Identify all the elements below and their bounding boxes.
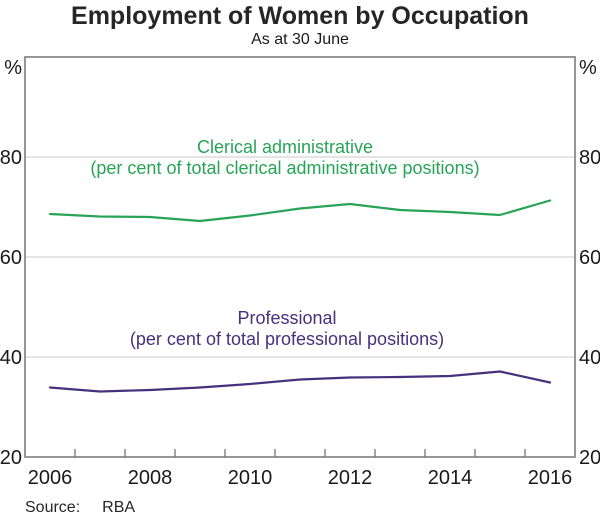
y-axis-label-right-20: 20	[579, 447, 600, 469]
series-label-clerical: Clerical administrative (per cent of tot…	[90, 137, 479, 179]
x-axis-label-2016: 2016	[528, 467, 573, 489]
y-axis-label-left-80: 80	[0, 147, 22, 169]
source-value: RBA	[102, 499, 136, 516]
chart-subtitle: As at 30 June	[251, 31, 349, 48]
y-axis-label-left-20: 20	[0, 447, 22, 469]
series-label-professional-subtitle: (per cent of total professional position…	[129, 329, 445, 349]
chart-title: Employment of Women by Occupation	[71, 2, 529, 30]
source-note: Source: RBA	[25, 499, 135, 517]
y-axis-label-right-60: 60	[579, 247, 600, 269]
series-label-clerical-title: Clerical administrative	[196, 137, 374, 157]
plot-frame	[24, 56, 576, 458]
y-axis-label-left-60: 60	[0, 247, 22, 269]
y-axis-unit-right: %	[579, 57, 597, 79]
series-label-professional: Professional (per cent of total professi…	[130, 308, 444, 350]
source-label: Source:	[25, 499, 81, 516]
x-axis-label-2014: 2014	[428, 467, 473, 489]
series-label-professional-title: Professional	[237, 308, 337, 328]
series-label-clerical-subtitle: (per cent of total clerical administrati…	[90, 158, 480, 178]
professional-line	[48, 370, 552, 393]
y-axis-unit-left: %	[4, 57, 22, 79]
x-axis-label-2012: 2012	[328, 467, 373, 489]
y-axis-label-left-40: 40	[0, 347, 22, 369]
x-axis-label-2008: 2008	[128, 467, 173, 489]
clerical-administrative-line	[48, 199, 552, 223]
x-axis-label-2006: 2006	[28, 467, 73, 489]
y-axis-label-right-40: 40	[579, 347, 600, 369]
x-axis-label-2010: 2010	[228, 467, 273, 489]
y-axis-label-right-80: 80	[579, 147, 600, 169]
